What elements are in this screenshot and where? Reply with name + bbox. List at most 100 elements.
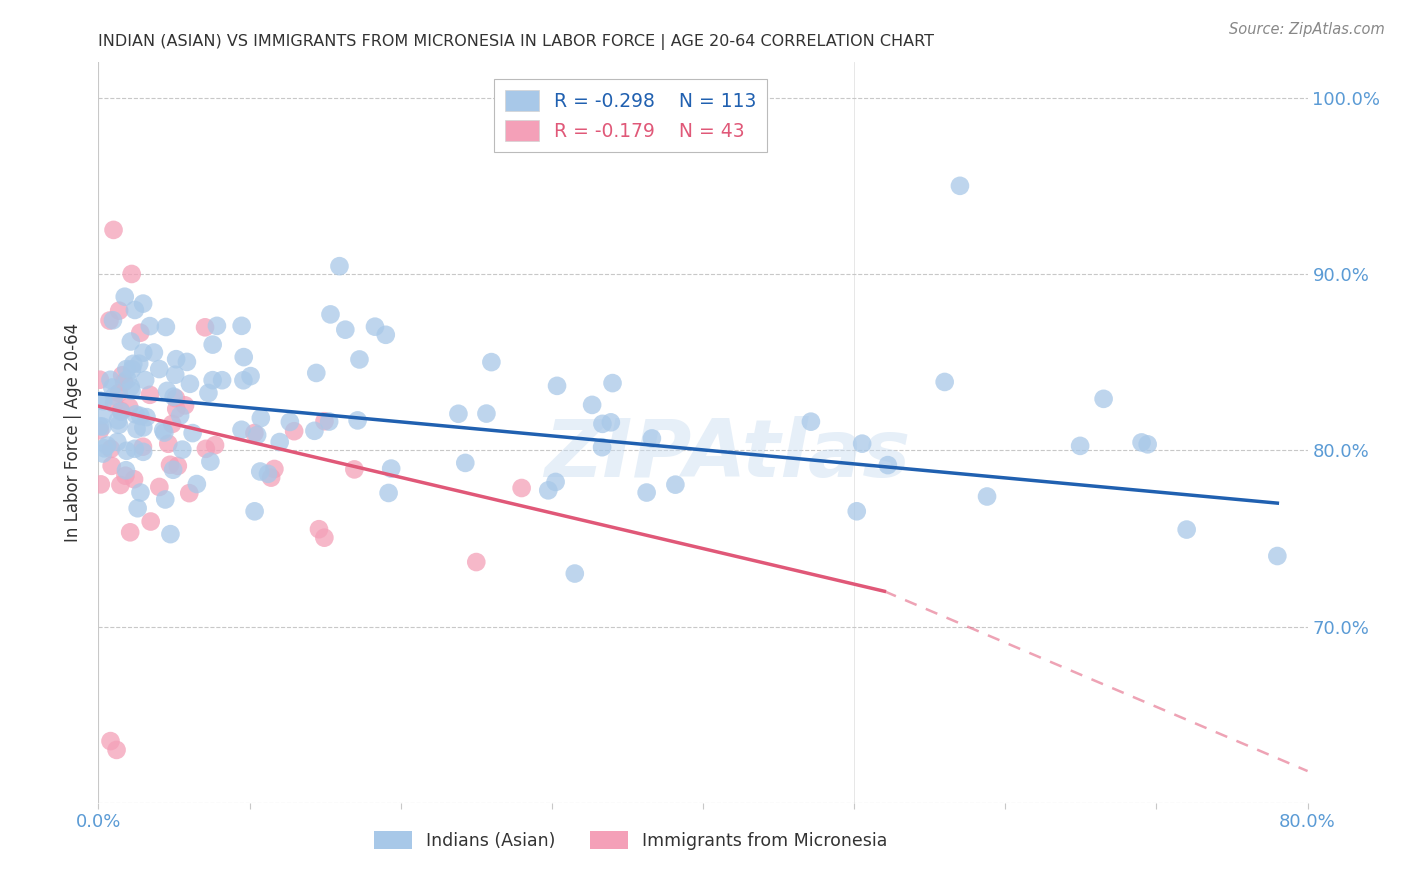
Point: [89, 423, 111, 437]
Point: [976, 490, 998, 504]
Point: [153, 425, 176, 440]
Point: [181, 426, 204, 441]
Point: [100, 734, 122, 748]
Point: [96, 438, 118, 452]
Point: [174, 398, 197, 412]
Point: [132, 420, 155, 434]
Point: [172, 442, 194, 457]
Point: [124, 408, 146, 422]
Point: [664, 477, 686, 491]
Point: [103, 223, 125, 237]
Point: [159, 458, 181, 472]
Point: [481, 355, 503, 369]
Point: [260, 470, 283, 484]
Point: [591, 440, 613, 454]
Point: [100, 442, 122, 456]
Point: [314, 531, 336, 545]
Point: [636, 485, 658, 500]
Point: [205, 318, 228, 333]
Point: [537, 483, 560, 498]
Point: [108, 417, 131, 432]
Point: [103, 389, 125, 403]
Point: [246, 428, 269, 442]
Point: [134, 373, 156, 387]
Point: [591, 417, 613, 431]
Point: [115, 443, 138, 458]
Point: [166, 458, 188, 473]
Point: [263, 462, 285, 476]
Point: [211, 373, 233, 387]
Point: [101, 313, 124, 327]
Point: [346, 413, 368, 427]
Point: [100, 373, 122, 387]
Point: [934, 375, 956, 389]
Point: [308, 522, 330, 536]
Point: [232, 373, 254, 387]
Point: [278, 415, 301, 429]
Point: [103, 396, 125, 410]
Point: [204, 438, 226, 452]
Point: [148, 362, 170, 376]
Point: [91, 419, 114, 434]
Point: [851, 436, 873, 450]
Point: [142, 345, 165, 359]
Point: [132, 296, 155, 310]
Point: [108, 303, 131, 318]
Legend: Indians (Asian), Immigrants from Micronesia: Indians (Asian), Immigrants from Microne…: [367, 824, 894, 857]
Point: [124, 302, 146, 317]
Point: [165, 352, 187, 367]
Point: [269, 435, 291, 450]
Point: [599, 415, 621, 429]
Point: [1130, 435, 1153, 450]
Point: [283, 424, 305, 438]
Point: [124, 442, 146, 456]
Text: Source: ZipAtlas.com: Source: ZipAtlas.com: [1229, 22, 1385, 37]
Point: [156, 384, 179, 398]
Point: [249, 465, 271, 479]
Point: [465, 555, 488, 569]
Point: [105, 434, 128, 449]
Point: [304, 424, 326, 438]
Point: [98, 313, 121, 327]
Point: [232, 350, 254, 364]
Text: INDIAN (ASIAN) VS IMMIGRANTS FROM MICRONESIA IN LABOR FORCE | AGE 20-64 CORRELAT: INDIAN (ASIAN) VS IMMIGRANTS FROM MICRON…: [98, 34, 935, 50]
Point: [122, 357, 145, 371]
Point: [194, 442, 217, 456]
Point: [159, 527, 181, 541]
Point: [162, 463, 184, 477]
Point: [845, 504, 868, 518]
Point: [243, 425, 266, 440]
Point: [122, 472, 145, 486]
Point: [364, 319, 387, 334]
Point: [377, 486, 399, 500]
Point: [581, 398, 603, 412]
Point: [343, 462, 366, 476]
Point: [121, 267, 143, 281]
Point: [105, 743, 128, 757]
Point: [120, 525, 142, 540]
Point: [155, 492, 177, 507]
Point: [107, 386, 129, 401]
Point: [319, 307, 342, 321]
Point: [1267, 549, 1289, 563]
Point: [90, 477, 112, 491]
Point: [1136, 437, 1159, 451]
Point: [117, 372, 139, 386]
Point: [129, 326, 152, 340]
Point: [132, 445, 155, 459]
Point: [380, 461, 402, 475]
Point: [91, 394, 114, 409]
Point: [139, 515, 162, 529]
Point: [305, 366, 328, 380]
Point: [101, 380, 124, 394]
Point: [544, 475, 567, 489]
Point: [200, 455, 222, 469]
Point: [129, 485, 152, 500]
Point: [447, 407, 470, 421]
Point: [132, 345, 155, 359]
Point: [876, 458, 898, 472]
Point: [165, 392, 187, 406]
Point: [194, 320, 217, 334]
Point: [114, 290, 136, 304]
Point: [111, 368, 134, 383]
